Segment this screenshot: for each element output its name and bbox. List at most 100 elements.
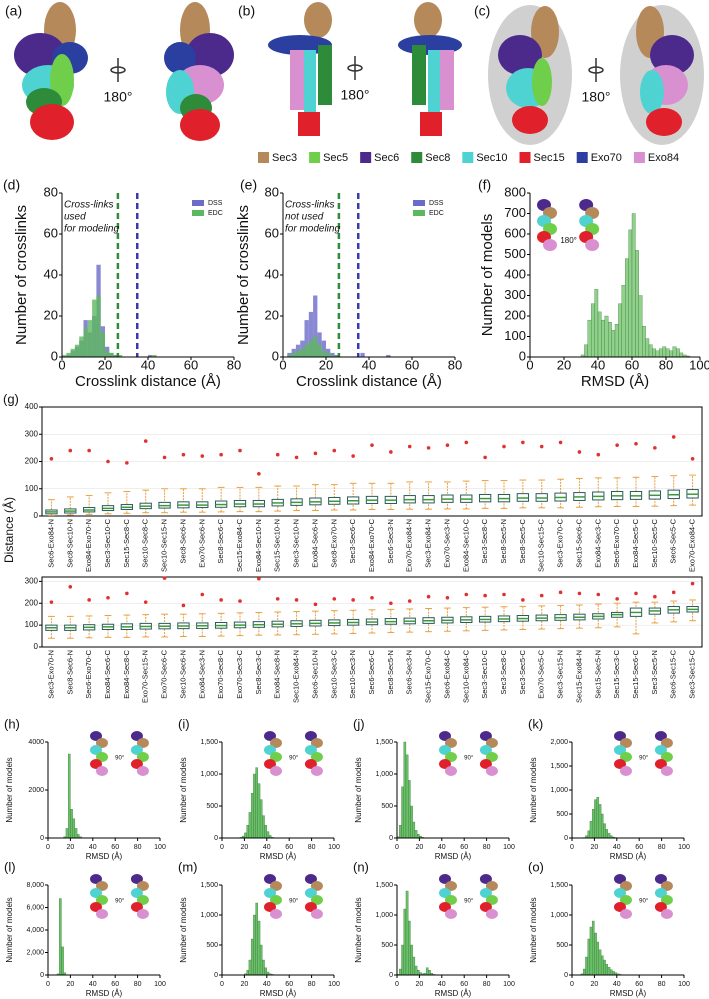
x-tick-label: Exo84-Sec8-N [273,650,282,699]
inset-structure [439,759,451,769]
inset-structure [304,902,317,912]
x-tick-label: 40 [89,981,97,988]
legend-label: EDC [429,210,444,217]
histogram-bar [334,354,339,357]
x-tick-label: 80 [658,981,666,988]
histogram-bar [255,902,258,976]
inset-structure [614,745,626,755]
histogram-bar [587,830,591,839]
y-tick-label: 2,000 [550,739,568,746]
y-tick-label: 500 [381,942,393,949]
y-tick-label: 200 [25,598,39,607]
inset-structure [270,752,282,762]
inset-structure [270,738,282,748]
legend-label: Sec15 [534,152,565,164]
histogram-bar [412,956,416,976]
inset-structure [479,731,492,741]
y-tick-label: 500 [504,246,526,261]
x-tick-label: Sec3-Sec10-C [480,649,489,698]
inset-structure [445,766,457,776]
x-tick-label: Sec8-Sec5-C [518,518,527,563]
histogram-bar [604,315,609,358]
y-tick-label: 200 [25,457,39,466]
histogram-bar [672,346,677,358]
inset-structure [310,738,323,748]
histogram-bar [72,818,76,839]
plot-frame [41,576,703,648]
inset-structure [304,759,317,769]
x-tick-label: 100 [154,844,166,851]
y-tick-label: 0 [34,642,39,651]
histogram-bar [264,825,267,839]
histogram-bar [70,809,73,839]
y-tick-label: 4000 [28,739,44,746]
inset-structure [310,752,323,762]
y-tick-label: 400 [504,266,526,281]
legend-label: EDC [208,210,223,217]
x-tick-label: Sec3-Exo70-N [46,650,55,699]
outlier [351,454,355,458]
x-tick-label: 40 [438,981,446,988]
x-tick-label: 100 [678,844,690,851]
panel-label: (b) [238,3,255,19]
inset-structure [136,895,149,905]
x-tick-label: 100 [154,981,166,988]
x-tick-label: Sec6-Sec3-N [405,650,414,695]
histogram-bar [587,938,591,976]
histogram-bar [662,346,667,358]
x-axis-label: Crosslink distance (Å) [296,373,442,390]
inset-label: 90° [464,756,474,762]
outlier [615,443,619,447]
x-tick-label: 0 [395,981,399,988]
outlier [521,598,525,602]
histogram-bar [74,828,78,839]
x-tick-label: Sec10-Sec15-C [537,518,546,572]
outlier [87,448,91,453]
y-tick-label: 700 [504,205,526,220]
x-tick-label: Sec15-Exo84-C [235,518,244,572]
x-tick-label: Sec3-Sec10-C [103,518,112,567]
inset-structure [479,874,492,884]
panel-label: (h) [4,716,20,731]
annotation: Cross-links [64,200,113,211]
x-tick-label: 60 [460,844,468,851]
inset-structure [90,888,102,898]
inset-structure [310,909,323,919]
histogram-bar [417,970,420,976]
histogram-bar [291,352,296,357]
inset-structure [614,731,626,741]
histogram-bar [266,831,270,839]
x-tick-label: Sec8-Sec6-N [178,519,187,564]
legend-swatch [462,152,474,163]
inset-structure [96,909,108,919]
x-tick-label: 0 [570,844,574,851]
histogram-bar [74,344,80,357]
y-tick-label: 0 [389,835,393,842]
x-tick-label: 80 [308,981,316,988]
inset-structure [445,895,457,905]
inset-structure [270,881,282,891]
histogram-bar [596,941,600,976]
x-tick-label: 0 [279,357,286,372]
x-tick-label: Sec3-Sec15-C [688,649,697,698]
histogram-bar [405,890,409,976]
histogram-bar [412,821,416,839]
inset-structure [130,745,143,755]
x-tick-label: Sec10-Exo84-N [292,650,301,703]
outlier [162,576,167,580]
inset-structure [620,766,632,776]
x-tick-label: 40 [89,844,97,851]
x-tick-label: 0 [46,981,50,988]
y-tick-label: 8,000 [26,882,44,889]
outlier [332,448,337,453]
x-tick-label: Exo84-Sec10-C [461,518,470,572]
inset-structure [485,752,498,762]
histogram-bar [264,967,267,976]
x-tick-label: Sec8-Sec5-N [499,519,508,564]
x-tick-label: 20 [416,981,424,988]
x-tick-label: Sec15-Sec8-C [122,518,131,567]
y-tick-label: 1,500 [375,739,393,746]
y-tick-label: 1,000 [200,912,218,919]
x-tick-label: Sec8-Exo70-N [329,519,338,568]
outlier [389,450,393,454]
